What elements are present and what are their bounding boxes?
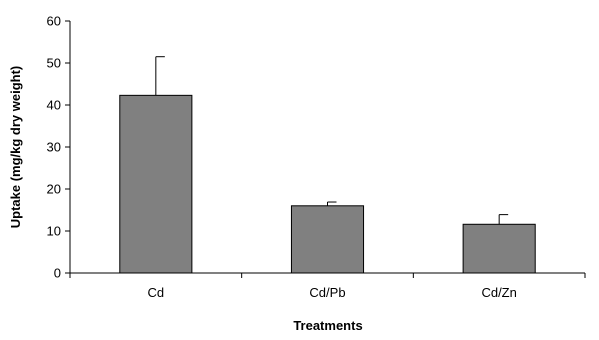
y-tick-label: 40 bbox=[47, 98, 61, 113]
x-category-label: Cd/Zn bbox=[481, 285, 516, 300]
bar-cd bbox=[119, 94, 193, 274]
x-axis-title: Treatments bbox=[293, 318, 362, 333]
bar-cd-pb bbox=[290, 205, 365, 274]
error-bars bbox=[155, 56, 509, 225]
y-tick-label: 10 bbox=[47, 224, 61, 239]
x-axis-ticks: Cd Cd/Pb Cd/Zn bbox=[69, 273, 586, 300]
y-axis-title: Uptake (mg/kg dry weight) bbox=[8, 66, 23, 229]
x-category-label: Cd/Pb bbox=[309, 285, 345, 300]
y-tick-label: 50 bbox=[47, 56, 61, 71]
y-tick-label: 20 bbox=[47, 182, 61, 197]
y-tick-label: 0 bbox=[54, 266, 61, 281]
bar-cd-zn bbox=[462, 223, 536, 274]
y-tick-label: 30 bbox=[47, 140, 61, 155]
bars bbox=[119, 94, 536, 274]
y-axis-ticks: 0 10 20 30 40 50 60 bbox=[47, 14, 70, 281]
y-tick-label: 60 bbox=[47, 14, 61, 29]
x-category-label: Cd bbox=[148, 285, 165, 300]
